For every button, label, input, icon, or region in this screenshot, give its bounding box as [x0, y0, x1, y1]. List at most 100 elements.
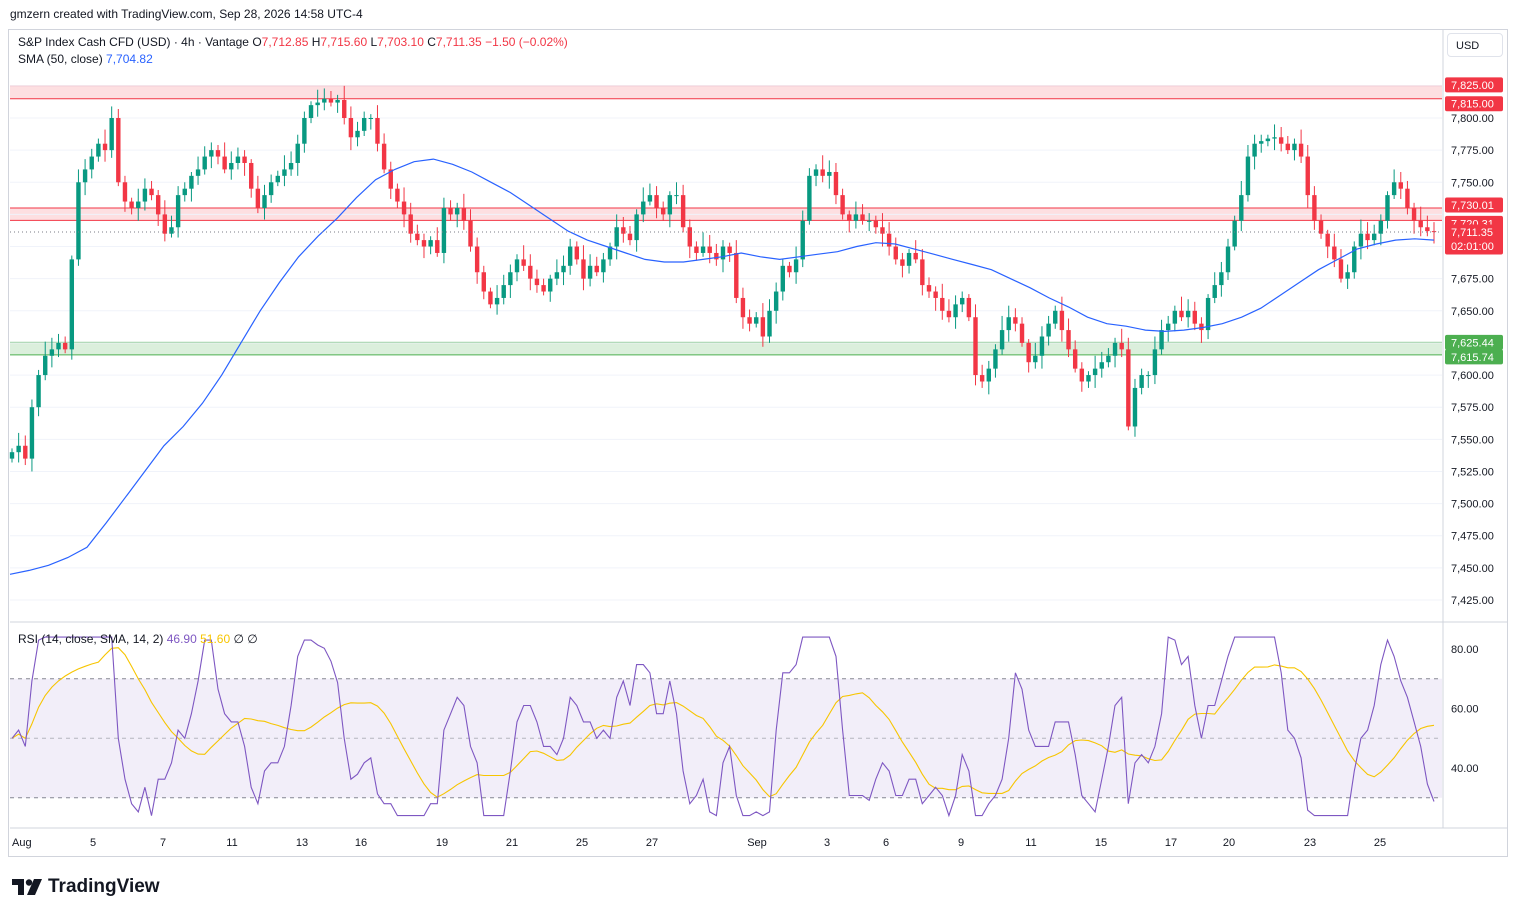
- candle-body: [767, 310, 772, 337]
- candle-body: [488, 291, 493, 305]
- price-tick-label: 7,450.00: [1451, 563, 1494, 575]
- close-label: C: [427, 35, 436, 49]
- candle-body: [614, 227, 619, 247]
- time-tick-label: 11: [226, 837, 237, 849]
- grid-layer: [10, 30, 1507, 829]
- rsi-tick-label: 60.00: [1451, 704, 1479, 716]
- time-tick-label: 27: [646, 837, 658, 849]
- candle-body: [607, 246, 613, 260]
- price-badge: [1445, 349, 1503, 365]
- tradingview-logo[interactable]: TradingView: [12, 876, 160, 898]
- candle-body: [966, 297, 972, 318]
- candle-body: [16, 445, 21, 453]
- symbol-legend: S&P Index Cash CFD (USD) · 4h · Vantage …: [18, 35, 568, 49]
- candle-body: [1099, 362, 1104, 369]
- candle-body: [361, 118, 367, 131]
- candle-body: [893, 246, 898, 260]
- candle-body: [89, 156, 94, 170]
- candle-body: [428, 240, 433, 247]
- candle-body: [408, 214, 413, 234]
- candle-body: [747, 317, 752, 324]
- candle-body: [1086, 375, 1091, 382]
- candle-body: [262, 195, 267, 208]
- candle-body: [1119, 342, 1124, 350]
- candle-body: [594, 265, 599, 273]
- price-tick-label: 7,550.00: [1451, 434, 1494, 446]
- candle-body: [787, 265, 792, 273]
- candle-body: [1046, 323, 1051, 337]
- candle-body: [1352, 246, 1357, 273]
- candle-body: [1418, 220, 1423, 228]
- candle-body: [1272, 137, 1277, 139]
- candle-body: [1245, 156, 1251, 196]
- candle-body: [1425, 227, 1430, 232]
- time-tick-label: 13: [296, 837, 308, 849]
- candle-body: [1225, 246, 1231, 273]
- price-badge-label: 7,825.00: [1451, 80, 1494, 92]
- candle-body: [1332, 246, 1337, 260]
- candle-body: [129, 201, 134, 208]
- candle-body: [694, 246, 699, 253]
- candle-body: [1092, 368, 1098, 376]
- candle-body: [1106, 355, 1111, 363]
- candle-body: [122, 182, 128, 202]
- candle-body: [940, 297, 945, 311]
- price-tick-label: 7,425.00: [1451, 595, 1494, 607]
- candle-body: [700, 246, 706, 253]
- candle-body: [886, 233, 892, 247]
- candle-body: [275, 175, 280, 183]
- candle-body: [581, 259, 586, 279]
- candle-body: [820, 169, 825, 176]
- candle-body: [807, 175, 812, 221]
- candle-body: [853, 214, 859, 221]
- price-tick-label: 7,500.00: [1451, 499, 1494, 511]
- candle-body: [302, 118, 307, 144]
- candle-body: [162, 214, 168, 234]
- price-tick-label: 7,600.00: [1451, 370, 1494, 382]
- time-tick-label: 25: [1374, 837, 1386, 849]
- candle-body: [880, 227, 885, 234]
- rsi-label: RSI (14, close, SMA, 14, 2): [18, 632, 164, 646]
- time-tick-label: 7: [160, 837, 166, 849]
- candle-body: [926, 285, 932, 292]
- candle-body: [1285, 143, 1291, 151]
- price-badge: [1445, 224, 1503, 255]
- time-tick-label: 11: [1025, 837, 1036, 849]
- candle-body: [1338, 259, 1344, 279]
- candle-body: [1152, 349, 1158, 376]
- candle-body: [155, 195, 161, 215]
- change-value: −1.50 (−0.02%): [485, 35, 568, 49]
- candle-body: [1259, 141, 1264, 144]
- candle-body: [1126, 349, 1131, 427]
- candle-body: [268, 182, 274, 196]
- sma-legend: SMA (50, close) 7,704.82: [18, 52, 153, 66]
- attribution-text: gmzern created with TradingView.com, Sep…: [10, 7, 363, 21]
- price-badge-label: 7,815.00: [1451, 99, 1494, 111]
- candle-body: [1112, 342, 1118, 356]
- candle-body: [282, 169, 287, 176]
- candle-body: [1265, 138, 1271, 142]
- candle-body: [315, 102, 320, 106]
- candle-body: [667, 195, 673, 215]
- price-badge: [1445, 77, 1503, 93]
- candle-body: [847, 214, 852, 221]
- price-badge: [1445, 197, 1503, 213]
- candle-body: [973, 317, 978, 376]
- candle-body: [421, 240, 427, 247]
- currency-button[interactable]: USD: [1447, 33, 1503, 57]
- candle-body: [720, 246, 726, 260]
- candle-body: [521, 259, 526, 266]
- rsi-ma-value: 51.60: [200, 632, 231, 646]
- candle-body: [1345, 272, 1350, 279]
- price-badge-label: 7,615.74: [1451, 352, 1494, 364]
- candle-body: [554, 272, 560, 279]
- price-tick-label: 7,525.00: [1451, 466, 1494, 478]
- candle-body: [528, 265, 533, 279]
- candle-body: [1365, 233, 1370, 241]
- candle-body: [1305, 156, 1310, 196]
- rsi-extra-1: ∅: [233, 632, 244, 646]
- candle-body: [979, 375, 985, 382]
- price-tick-label: 7,475.00: [1451, 531, 1494, 543]
- candle-body: [308, 105, 314, 118]
